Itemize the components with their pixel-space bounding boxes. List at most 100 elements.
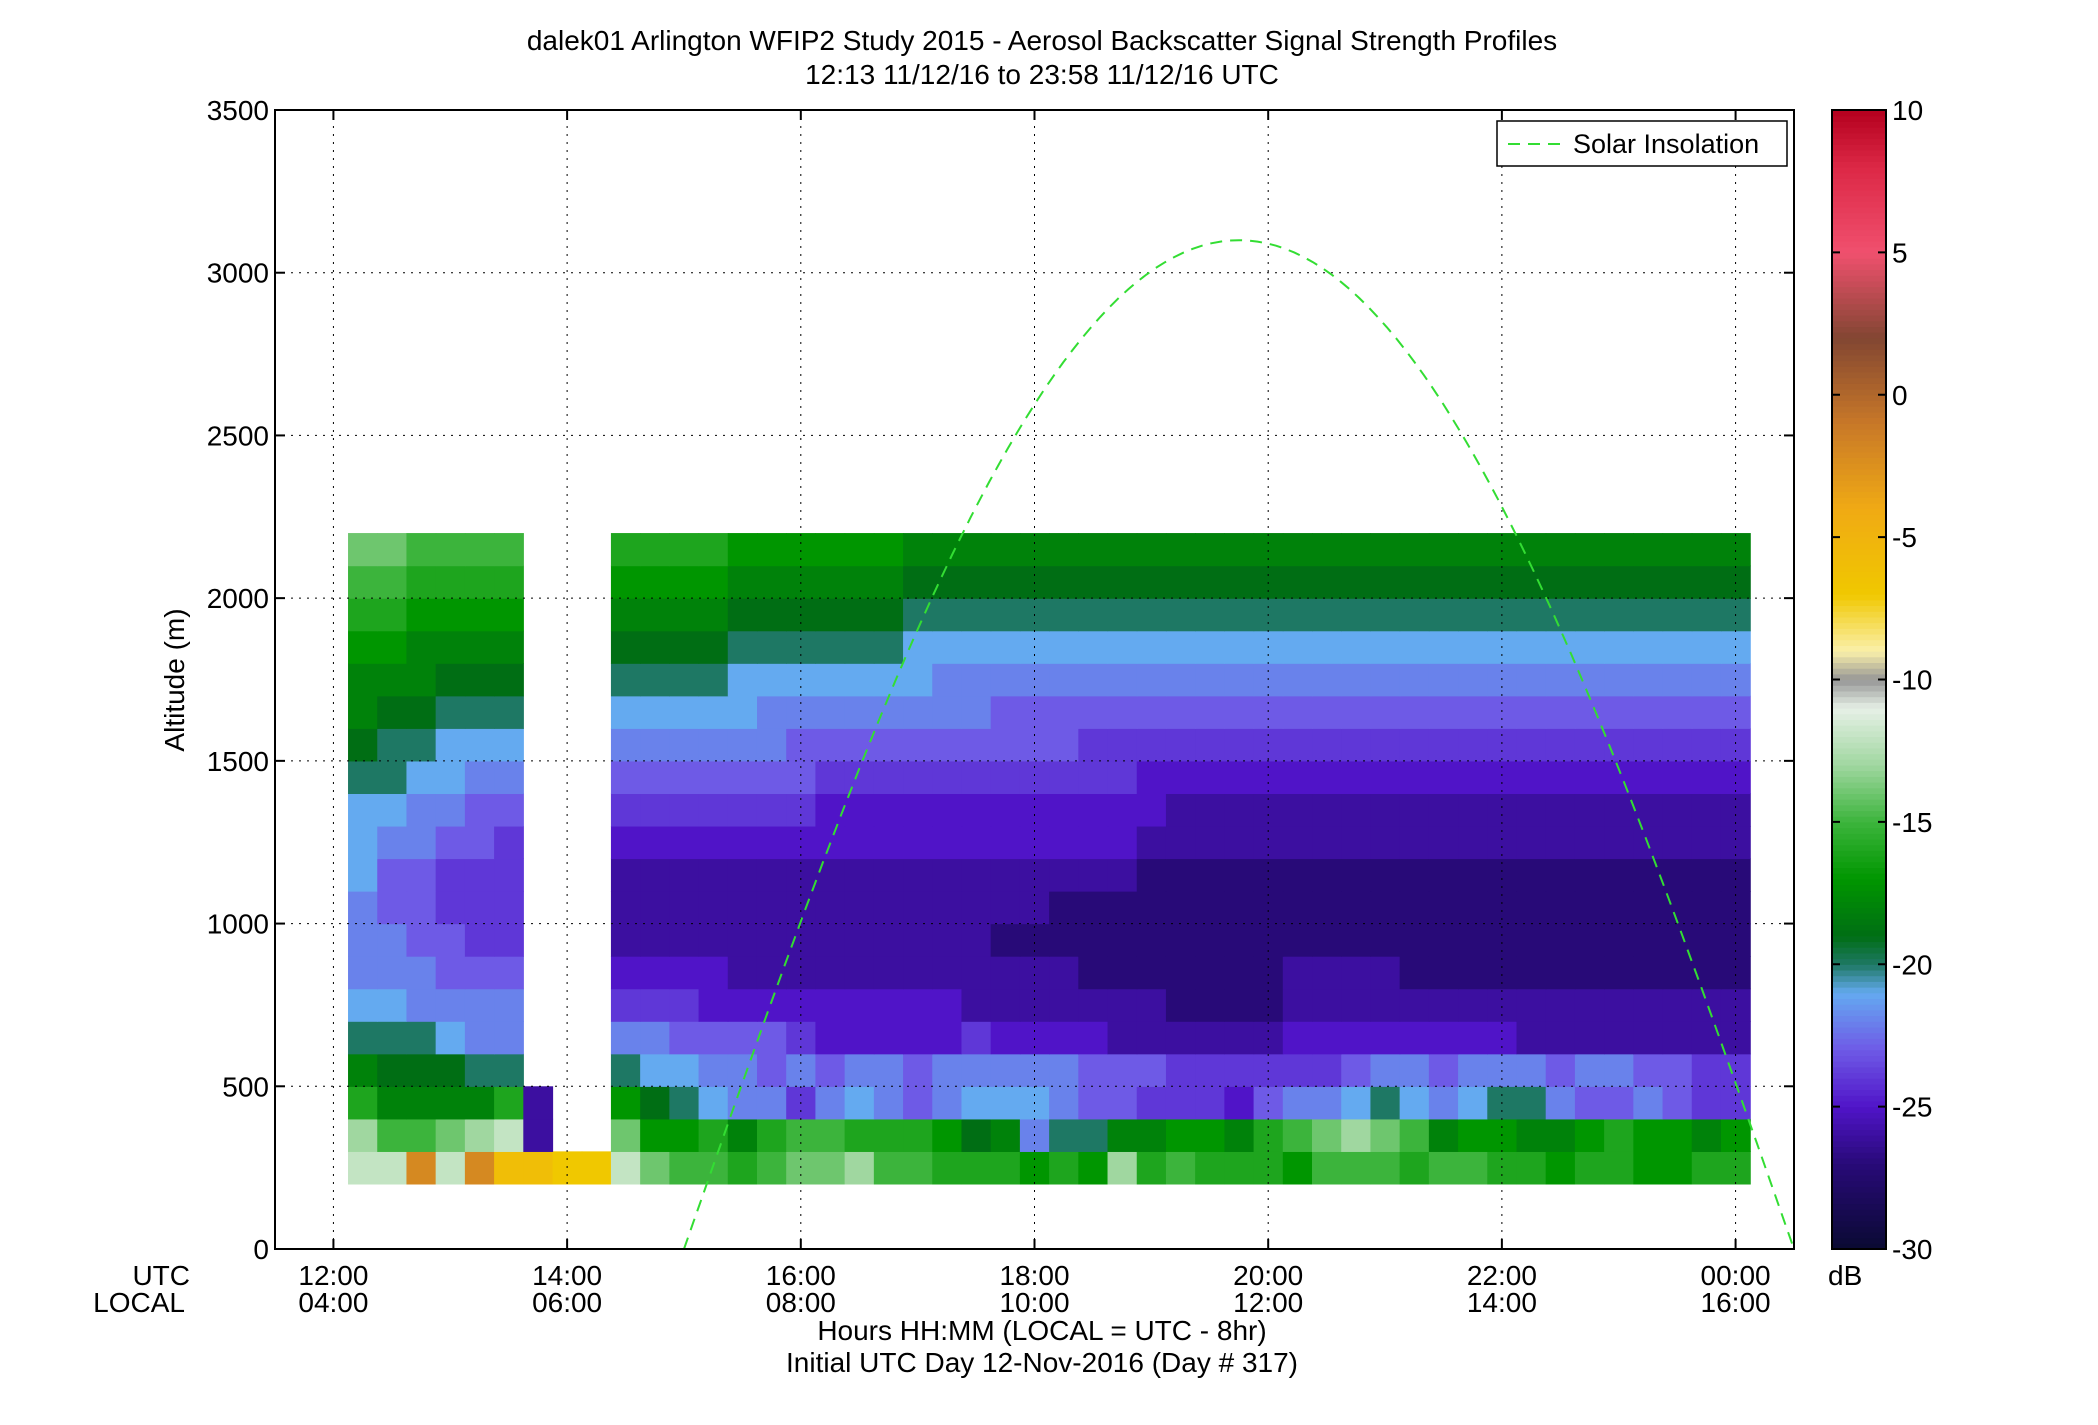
heatmap-cell — [1691, 858, 1722, 892]
colorbar-cell — [1832, 559, 1886, 567]
heatmap-cell — [990, 1086, 1021, 1120]
colorbar-cell — [1832, 1174, 1886, 1182]
heatmap-cell — [1633, 1118, 1664, 1152]
heatmap-cell — [961, 988, 992, 1022]
heatmap-cell — [1195, 663, 1225, 697]
heatmap-cell — [1545, 858, 1576, 892]
heatmap-cell — [1720, 695, 1751, 729]
heatmap-cell — [464, 1053, 495, 1087]
heatmap-cell — [1078, 533, 1109, 567]
heatmap-cell — [1633, 891, 1664, 925]
heatmap-cell — [756, 630, 787, 664]
heatmap-cell — [406, 598, 437, 632]
heatmap-cell — [698, 1151, 729, 1185]
colorbar-cell — [1832, 110, 1886, 117]
colorbar-cell — [1832, 930, 1886, 937]
colorbar-cell — [1832, 969, 1886, 977]
heatmap-cell — [844, 825, 875, 860]
heatmap-cell — [1574, 728, 1605, 762]
heatmap-cell — [727, 891, 758, 925]
colorbar-cell — [1832, 520, 1886, 527]
heatmap-cell — [1574, 598, 1605, 632]
y-tick-label: 1000 — [207, 909, 269, 940]
heatmap-cell — [1691, 663, 1722, 697]
heatmap-cell — [1312, 858, 1342, 892]
heatmap-cell — [1662, 760, 1693, 794]
heatmap-cell — [961, 728, 992, 762]
heatmap-cell — [1224, 760, 1255, 794]
y-tick-label: 2000 — [207, 583, 269, 614]
heatmap-cell — [1516, 1021, 1547, 1055]
colorbar-cell — [1832, 149, 1886, 157]
colorbar-cell — [1832, 707, 1886, 715]
heatmap-cell — [669, 1151, 700, 1185]
heatmap-cell — [523, 1151, 554, 1185]
heatmap-cell — [1487, 695, 1518, 729]
heatmap-cell — [1399, 1053, 1430, 1087]
heatmap-cell — [1341, 988, 1372, 1022]
colorbar-ticks: 10 5 0 -5 -10 -15 -20 -25 -30 — [1832, 95, 1932, 1265]
heatmap-cell — [435, 1118, 466, 1152]
heatmap-cell — [435, 988, 466, 1022]
heatmap-cell — [1428, 533, 1459, 567]
heatmap-cell — [435, 858, 466, 892]
heatmap-cell — [1341, 1086, 1372, 1120]
heatmap-cell — [1312, 825, 1342, 860]
heatmap-cell — [523, 1086, 554, 1120]
heatmap-cell — [377, 858, 408, 892]
heatmap-cell — [1195, 533, 1225, 567]
heatmap-cell — [1165, 858, 1196, 892]
heatmap-cell — [1399, 1118, 1430, 1152]
heatmap-cell — [698, 988, 729, 1022]
heatmap-cell — [727, 1053, 758, 1087]
heatmap-cell — [756, 663, 787, 697]
heatmap-cell — [873, 1118, 904, 1152]
colorbar-cell — [1832, 998, 1886, 1005]
colorbar-cell — [1832, 428, 1886, 436]
heatmap-cell — [1078, 663, 1109, 697]
colorbar-cell — [1832, 685, 1886, 692]
heatmap-cell — [669, 760, 700, 794]
heatmap-cell — [903, 1118, 933, 1152]
heatmap-cell — [756, 728, 787, 762]
heatmap-cell — [1516, 1086, 1547, 1120]
colorbar-cell — [1832, 588, 1886, 595]
heatmap-cell — [990, 825, 1021, 860]
heatmap-cell — [698, 565, 729, 599]
heatmap-cell — [1078, 1021, 1109, 1055]
colorbar-cell — [1832, 548, 1886, 555]
heatmap-cell — [756, 988, 787, 1022]
colorbar-cell — [1832, 890, 1886, 897]
heatmap-cell — [1516, 565, 1547, 599]
heatmap-cell — [406, 988, 437, 1022]
colorbar-cell — [1832, 434, 1886, 441]
heatmap-cell — [1282, 858, 1313, 892]
colorbar-cell — [1832, 935, 1886, 943]
heatmap-cell — [1224, 630, 1255, 664]
heatmap-cell — [1019, 533, 1050, 567]
heatmap-cell — [669, 728, 700, 762]
heatmap-cell — [1458, 891, 1488, 925]
heatmap-cell — [873, 1086, 904, 1120]
heatmap-cell — [1399, 760, 1430, 794]
heatmap-cell — [1224, 891, 1255, 925]
heatmap-cell — [1428, 598, 1459, 632]
heatmap-cell — [815, 565, 846, 599]
colorbar-cell — [1832, 206, 1886, 214]
heatmap-cell — [464, 695, 495, 729]
heatmap-cell — [1370, 598, 1401, 632]
heatmap-cell — [698, 760, 729, 794]
heatmap-cell — [1574, 956, 1605, 990]
heatmap-cell — [348, 565, 378, 599]
colorbar-cell — [1832, 668, 1886, 675]
heatmap-cell — [1049, 891, 1079, 925]
heatmap-cell — [1370, 988, 1401, 1022]
colorbar-cell — [1832, 531, 1886, 538]
heatmap-cell — [1019, 956, 1050, 990]
heatmap-cell — [1078, 760, 1109, 794]
heatmap-cell — [990, 663, 1021, 697]
heatmap-cell — [1282, 825, 1313, 860]
heatmap-cell — [1107, 598, 1138, 632]
heatmap-cell — [1604, 988, 1634, 1022]
colorbar-cell — [1832, 576, 1886, 584]
